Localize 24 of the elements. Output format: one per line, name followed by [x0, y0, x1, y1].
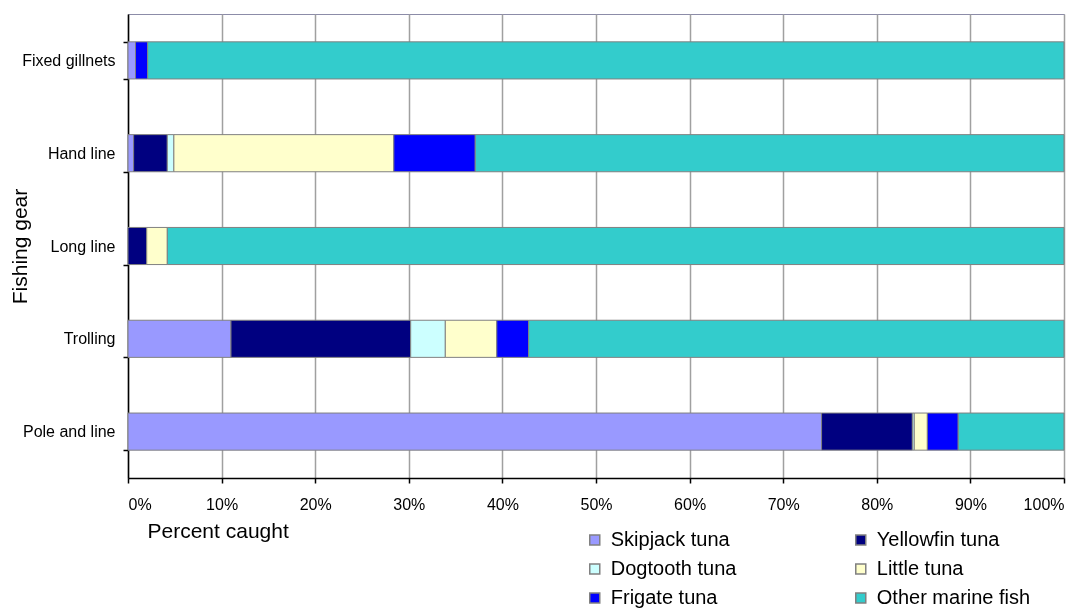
x-tick-label: 0%: [128, 495, 152, 513]
x-tick-label: 30%: [393, 495, 426, 513]
legend-label: Yellowfin tuna: [876, 528, 1001, 550]
x-tick-label: 10%: [206, 495, 239, 513]
y-tick-label: Long line: [50, 237, 116, 255]
x-tick-label: 80%: [861, 495, 894, 513]
x-tick-label: 70%: [767, 495, 800, 513]
x-axis-title: Percent caught: [147, 518, 289, 542]
x-tick-label: 50%: [580, 495, 613, 513]
x-tick-label: 40%: [486, 495, 519, 513]
x-tick-label: 20%: [299, 495, 332, 513]
y-tick-label: Pole and line: [22, 423, 116, 441]
legend-label: Other marine fish: [876, 586, 1031, 608]
y-tick-label: Hand line: [47, 144, 116, 162]
y-tick-label: Trolling: [63, 330, 116, 348]
legend-label: Little tuna: [876, 557, 965, 579]
legend-label: Dogtooth tuna: [610, 557, 738, 579]
y-tick-label: Fixed gillnets: [22, 51, 116, 69]
x-tick-label: 60%: [674, 495, 707, 513]
legend-label: Frigate tuna: [610, 586, 719, 608]
legend-label: Skipjack tuna: [610, 528, 731, 550]
x-tick-label: 90%: [954, 495, 987, 513]
x-tick-label: 100%: [1023, 495, 1065, 513]
y-axis-title: Fishing gear: [7, 188, 31, 305]
